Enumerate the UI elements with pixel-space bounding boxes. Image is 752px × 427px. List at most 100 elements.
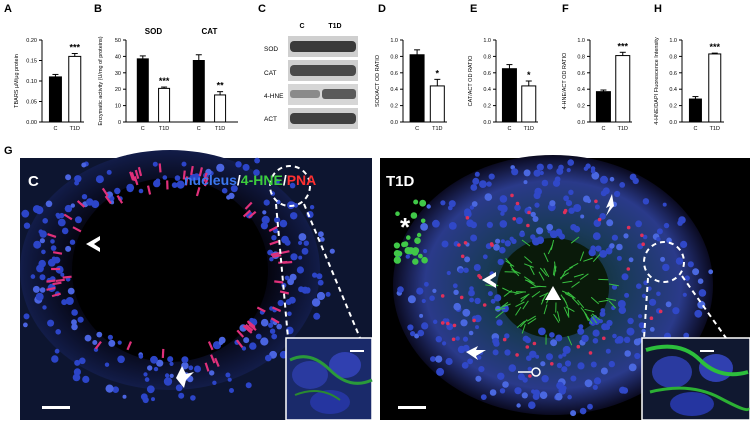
nucleus-dot xyxy=(490,389,497,396)
nucleus-dot xyxy=(262,210,266,214)
nucleus-dot xyxy=(483,254,488,259)
x-tick-label: T1D xyxy=(710,126,720,132)
wb-band xyxy=(290,65,356,76)
y-tick-label: 0.6 xyxy=(669,71,677,77)
nucleus-dot xyxy=(489,174,495,180)
nucleus-dot xyxy=(226,195,231,200)
group-label: SOD xyxy=(145,27,163,36)
nucleus-dot xyxy=(326,292,331,297)
nucleus-dot xyxy=(470,222,477,229)
acrosome-mark xyxy=(589,351,593,355)
nucleus-dot xyxy=(567,159,574,166)
significance-label: ** xyxy=(217,81,225,91)
nucleus-dot xyxy=(516,217,523,224)
nucleus-dot xyxy=(612,235,618,241)
y-tick-label: 0.0 xyxy=(483,120,491,126)
hne-cell xyxy=(418,254,423,259)
acrosome-mark xyxy=(457,243,461,247)
nucleus-dot xyxy=(318,280,324,286)
x-tick-label: C xyxy=(415,126,419,132)
nucleus-dot xyxy=(106,385,114,393)
acrosome-mark xyxy=(51,268,60,270)
nucleus-dot xyxy=(290,253,297,260)
nucleus-dot xyxy=(447,271,451,275)
nucleus-dot xyxy=(462,309,470,317)
hne-cell xyxy=(413,200,418,205)
nucleus-dot xyxy=(699,289,707,297)
nucleus-dot xyxy=(139,189,144,194)
acrosome-mark xyxy=(483,303,487,307)
nucleus-dot xyxy=(593,385,598,390)
bar xyxy=(215,95,226,122)
nucleus-dot xyxy=(464,256,470,262)
nucleus-dot xyxy=(40,274,46,280)
nucleus-dot xyxy=(85,335,92,342)
nucleus-dot xyxy=(627,318,633,324)
hne-cell xyxy=(421,219,426,224)
nucleus-dot xyxy=(474,264,481,271)
nucleus-dot xyxy=(556,231,562,237)
y-tick-label: 0.2 xyxy=(390,104,398,110)
hne-fiber xyxy=(568,308,569,318)
nucleus-dot xyxy=(624,350,631,357)
nucleus-dot xyxy=(442,241,449,248)
nucleus-dot xyxy=(317,292,325,300)
acrosome-mark xyxy=(526,224,530,228)
nucleus-dot xyxy=(606,349,611,354)
acrosome-mark xyxy=(479,276,483,280)
acrosome-mark xyxy=(441,321,445,325)
nucleus-dot xyxy=(516,403,520,407)
nucleus-dot xyxy=(660,257,665,262)
nucleus-dot xyxy=(558,354,563,359)
nucleus-dot xyxy=(633,178,639,184)
nucleus-dot xyxy=(432,289,436,293)
nucleus-dot xyxy=(312,273,317,278)
nucleus-dot xyxy=(500,205,508,213)
nucleus-dot xyxy=(568,190,573,195)
y-tick-label: 0.4 xyxy=(483,87,491,93)
acrosome-mark xyxy=(516,202,520,206)
nucleus-dot xyxy=(297,266,304,273)
nucleus-dot xyxy=(216,164,224,172)
nucleus-dot xyxy=(419,314,423,318)
nucleus-dot xyxy=(71,203,75,207)
nucleus-dot xyxy=(433,320,437,324)
nucleus-dot xyxy=(546,224,553,231)
nucleus-dot xyxy=(143,372,147,376)
nucleus-dot xyxy=(627,328,635,336)
nucleus-dot xyxy=(209,370,214,375)
nucleus-dot xyxy=(256,334,262,340)
nucleus-dot xyxy=(294,203,299,208)
hne-cell xyxy=(419,200,426,207)
nucleus-dot xyxy=(38,260,46,268)
nucleus-dot xyxy=(41,250,46,255)
nucleus-dot xyxy=(573,204,581,212)
y-tick-label: 0.0 xyxy=(577,120,585,126)
y-tick-label: 0.8 xyxy=(390,54,398,60)
nucleus-dot xyxy=(92,340,97,345)
nucleus-dot xyxy=(262,216,270,224)
nucleus-dot xyxy=(40,238,45,243)
bar xyxy=(159,88,170,122)
nucleus-dot xyxy=(524,169,531,176)
nucleus-dot xyxy=(469,298,474,303)
nucleus-dot xyxy=(287,312,292,317)
significance-label: *** xyxy=(710,42,721,52)
nucleus-dot xyxy=(488,291,493,296)
nucleus-dot xyxy=(610,177,615,182)
y-tick-label: 30 xyxy=(115,71,121,77)
nucleus-dot xyxy=(532,238,540,246)
nucleus-dot xyxy=(623,233,628,238)
nucleus-dot xyxy=(170,374,174,378)
nucleus-dot xyxy=(514,204,521,211)
nucleus-dot xyxy=(493,244,500,251)
hne-cell xyxy=(394,242,400,248)
nucleus-dot xyxy=(486,181,491,186)
hne-cell xyxy=(412,258,418,264)
nucleus-dot xyxy=(616,244,623,251)
y-axis-label: 4-HNE/DAPI Fluorescence Intensity xyxy=(654,37,660,125)
nucleus-dot xyxy=(550,339,557,346)
nucleus-dot xyxy=(164,377,172,385)
